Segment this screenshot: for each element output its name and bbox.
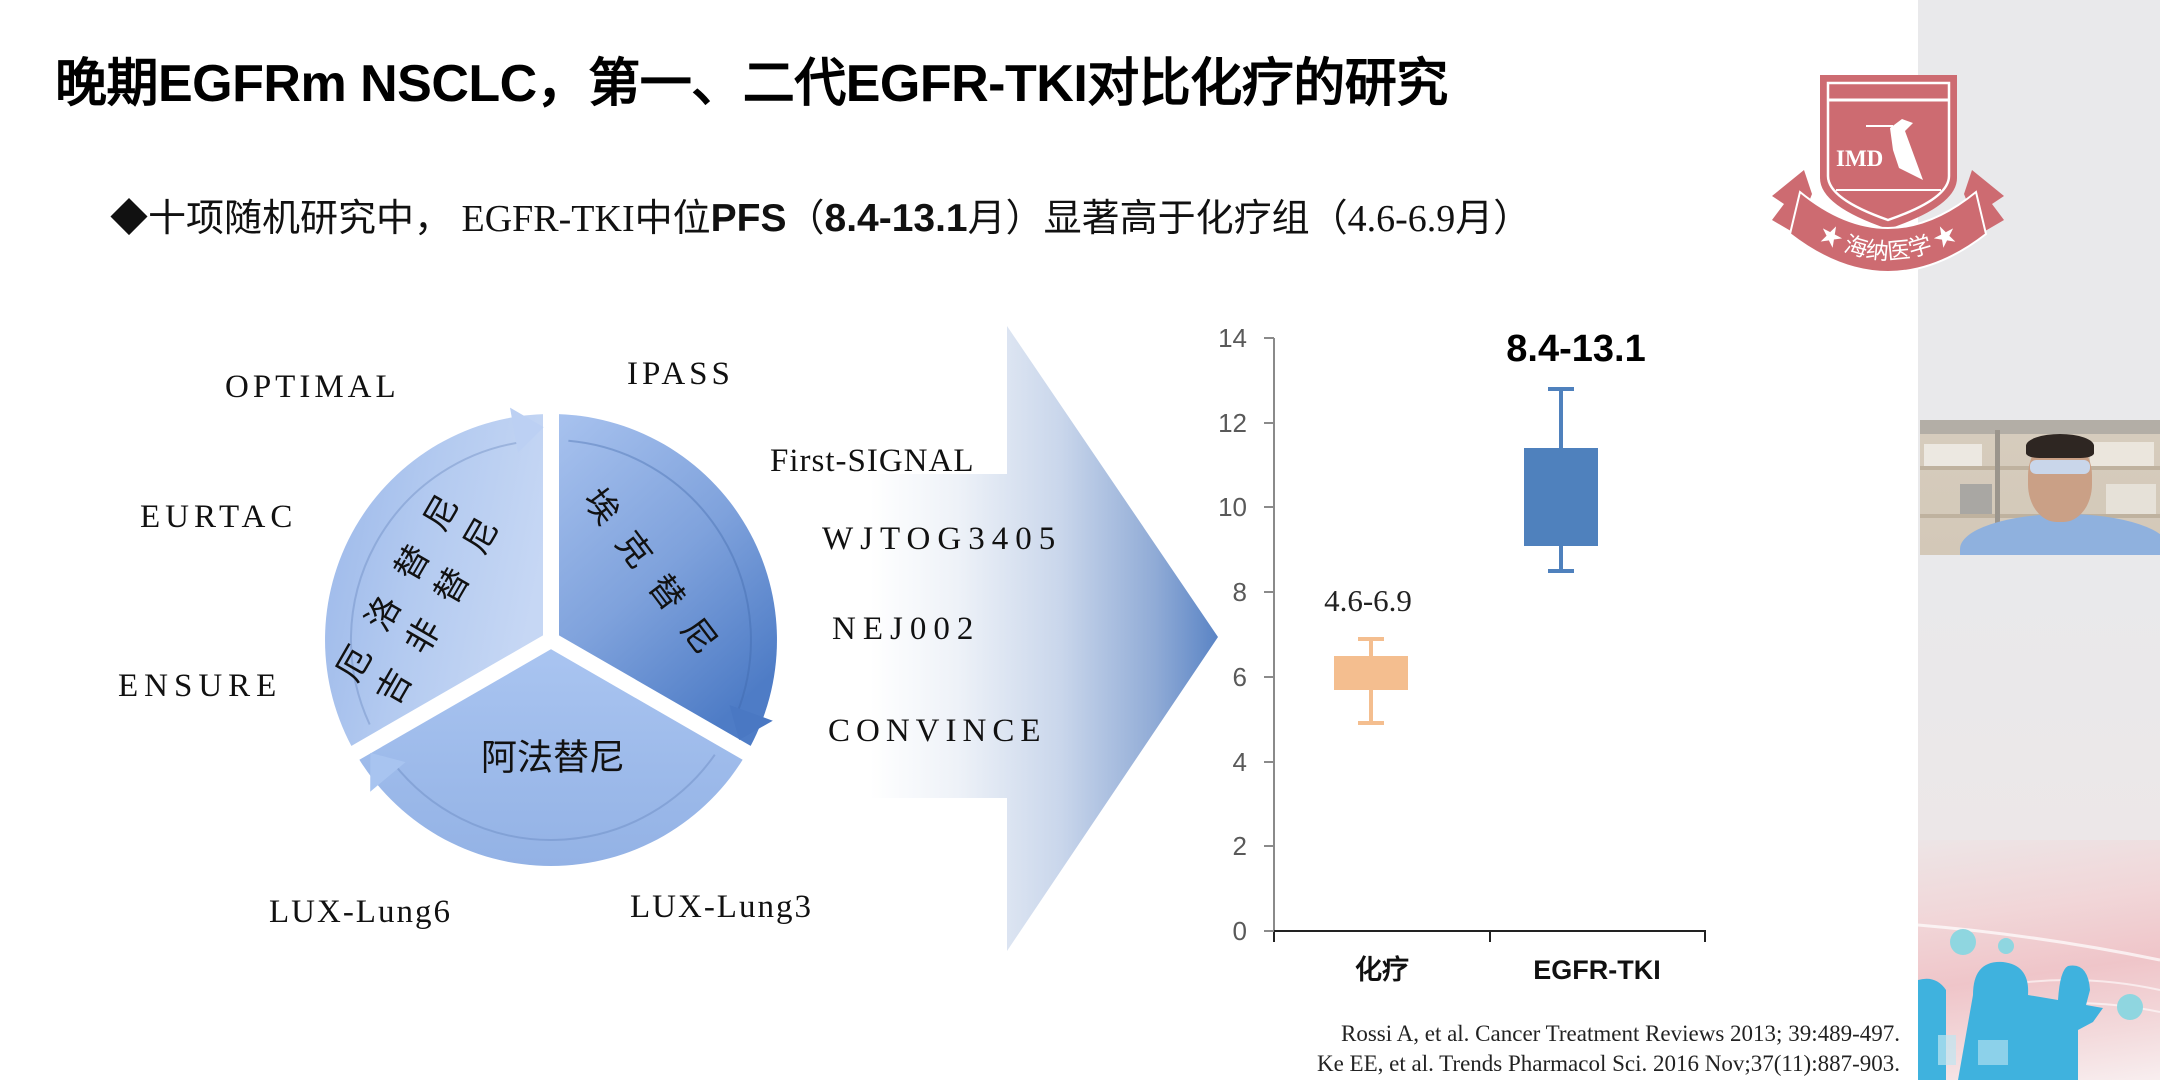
people-silhouette-icon	[1918, 961, 2103, 1080]
band-arc-bottom	[392, 754, 716, 841]
arrowhead-bottom-icon	[370, 752, 406, 792]
cycle-diagram	[325, 395, 777, 866]
trial-nej002: NEJ002	[832, 611, 981, 647]
y-tick-mark	[1264, 930, 1274, 932]
x-tick-mark	[1704, 931, 1706, 942]
logo-ribbon	[1788, 190, 1988, 273]
subtitle-text-before: 十项随机研究中， EGFR-TKI中位	[148, 198, 711, 240]
whisker-cap-high	[1358, 636, 1384, 641]
y-tick-mark	[1264, 506, 1274, 509]
whisker-cap-low	[1358, 721, 1384, 726]
trial-ipass: IPASS	[627, 356, 734, 392]
y-tick-label: 14	[1218, 323, 1247, 353]
references: Rossi A, et al. Cancer Treatment Reviews…	[1100, 1019, 1900, 1079]
x-tick-mark	[1489, 931, 1491, 942]
logo-shield-outline	[1826, 81, 1951, 222]
trial-first-signal: First-SIGNAL	[770, 443, 975, 479]
subtitle-range: 8.4-13.1	[824, 197, 968, 240]
y-tick-mark	[1264, 421, 1274, 424]
band-arc-upper-left	[350, 440, 524, 725]
box-iqr	[1334, 655, 1408, 690]
y-tick-label: 0	[1232, 916, 1247, 946]
webcam-box	[1960, 484, 1992, 514]
whisker-cap-high	[1548, 386, 1574, 391]
segment-bottom	[355, 640, 747, 866]
whisker-cap-low	[1548, 568, 1574, 573]
y-tick-label: 4	[1232, 746, 1247, 777]
webcam-person-hair	[2026, 434, 2094, 458]
chart-y-axis	[1273, 338, 1275, 932]
trial-wjtog3405: WJTOG3405	[822, 521, 1063, 557]
reference-2: Ke EE, et al. Trends Pharmacol Sci. 2016…	[1316, 1051, 1900, 1076]
trial-eurtac: EURTAC	[140, 499, 298, 535]
y-tick-label: 12	[1218, 407, 1247, 438]
trial-convince: CONVINCE	[828, 713, 1047, 749]
imd-logo: IMD ★ 海纳医学 ★	[1772, 75, 2004, 273]
y-tick-mark	[1264, 675, 1274, 678]
category-label-chemo: 化疗	[1355, 955, 1409, 985]
logo-text: IMD	[1836, 146, 1883, 171]
y-tick-mark	[1264, 760, 1274, 763]
y-tick-label: 8	[1232, 577, 1247, 608]
logo-bird-icon	[1890, 119, 1923, 180]
subtitle-paren: （	[786, 198, 825, 240]
webcam-books-1	[1924, 444, 1982, 466]
box-iqr	[1524, 448, 1598, 546]
annotation-chemo-range: 4.6-6.9	[1324, 583, 1412, 618]
reference-1: Rossi A, et al. Cancer Treatment Reviews…	[1341, 1021, 1900, 1046]
trial-optimal: OPTIMAL	[225, 369, 400, 405]
y-tick-label: 2	[1232, 831, 1247, 862]
webcam-pole	[1995, 430, 2000, 530]
divider-left	[332, 633, 555, 771]
decorative-meeting-graphic	[1918, 840, 2160, 1080]
slide-subtitle: ◆十项随机研究中， EGFR-TKI中位PFS（8.4-13.1月）显著高于化疗…	[110, 197, 1532, 241]
y-tick-mark	[1264, 591, 1274, 594]
y-tick-label: 6	[1232, 661, 1247, 692]
y-tick-mark	[1264, 845, 1274, 848]
y-tick-mark	[1264, 337, 1274, 339]
slide-title: 晚期EGFRm NSCLC，第一、二代EGFR-TKI对比化疗的研究	[55, 55, 1448, 113]
band-arc-right	[568, 439, 752, 716]
x-tick-mark	[1273, 931, 1275, 942]
arrowhead-upper-left-icon	[510, 407, 544, 453]
webcam-person-glasses	[2030, 460, 2090, 474]
subtitle-text-after: 月）显著高于化疗组（4.6-6.9月）	[967, 198, 1532, 240]
big-right-arrow-icon	[870, 326, 1218, 951]
drug-afatinib: 阿法替尼	[480, 737, 626, 778]
annotation-egfr-range: 8.4-13.1	[1506, 328, 1646, 370]
trial-lux-lung6: LUX-Lung6	[269, 894, 452, 930]
diamond-bullet-icon: ◆	[110, 198, 149, 240]
webcam-video[interactable]	[1920, 420, 2160, 555]
arrowhead-right-icon	[729, 705, 773, 740]
webcam-books-2	[2090, 442, 2154, 466]
trial-ensure: ENSURE	[118, 668, 283, 704]
y-tick-label: 10	[1218, 492, 1247, 523]
trial-lux-lung3: LUX-Lung3	[630, 889, 813, 925]
subtitle-pfs: PFS	[710, 197, 787, 240]
webcam-books-3	[2106, 484, 2156, 514]
divider-right	[547, 633, 770, 771]
category-label-egfr-tki: EGFR-TKI	[1533, 955, 1661, 985]
